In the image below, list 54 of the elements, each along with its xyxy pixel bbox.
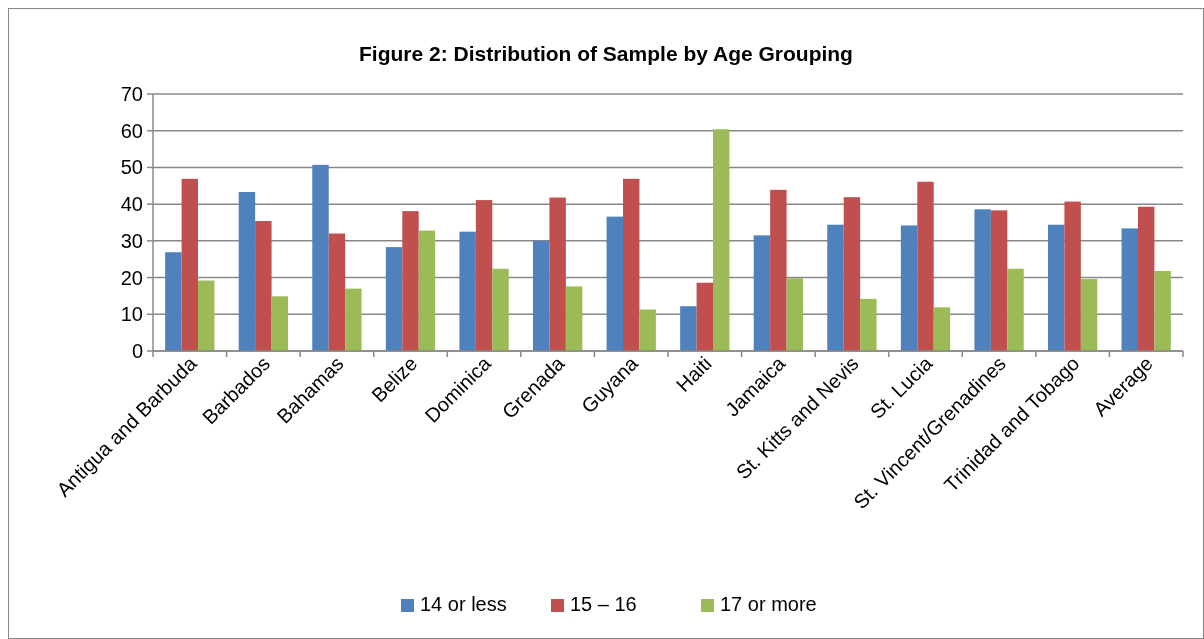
bar: [533, 240, 550, 351]
bar: [713, 129, 730, 351]
bar: [933, 307, 951, 351]
bar: [549, 197, 566, 351]
bar: [402, 211, 419, 351]
chart-title: Figure 2: Distribution of Sample by Age Grouping: [359, 42, 853, 65]
bar: [680, 306, 697, 351]
legend-label: 15 – 16: [570, 593, 637, 615]
bar: [974, 209, 991, 351]
bar: [459, 231, 476, 351]
y-tick-label: 10: [120, 303, 143, 326]
bar: [753, 235, 771, 351]
y-tick-label: 20: [120, 266, 143, 289]
y-tick-label: 0: [131, 340, 143, 362]
bar: [328, 233, 346, 351]
bar: [345, 288, 362, 351]
bar: [255, 221, 272, 351]
bar: [492, 268, 509, 351]
bar: [198, 280, 215, 351]
legend-label: 17 or more: [720, 593, 817, 615]
bar: [418, 230, 436, 351]
bar: [1121, 228, 1138, 351]
bar: [312, 164, 329, 351]
bar: [917, 181, 934, 351]
bar: [770, 189, 787, 351]
bar: [696, 282, 713, 351]
legend-label: 14 or less: [420, 593, 507, 615]
bar: [1138, 206, 1155, 351]
bar: [843, 197, 861, 351]
bar: [1080, 279, 1098, 351]
y-tick-label: 40: [120, 193, 143, 216]
bar: [1154, 270, 1171, 351]
bar: [385, 247, 403, 351]
bar: [990, 210, 1008, 351]
bar: [181, 178, 198, 351]
y-tick-label: 50: [120, 156, 143, 179]
bar: [606, 216, 623, 351]
bar: [786, 278, 803, 351]
bar: [1007, 268, 1024, 351]
bar: [827, 224, 844, 351]
y-tick-label: 70: [120, 83, 143, 105]
bar: [1048, 224, 1065, 351]
bar: [238, 192, 256, 351]
bar: [860, 298, 877, 351]
y-tick-label: 30: [120, 229, 143, 252]
bar: [165, 252, 182, 351]
bar: [565, 286, 583, 351]
bar: [623, 178, 640, 351]
bar: [639, 309, 656, 351]
bar: [475, 200, 493, 351]
bar: [1064, 201, 1081, 351]
bar: [271, 296, 288, 351]
y-tick-label: 60: [120, 119, 143, 142]
bar: [900, 225, 918, 351]
